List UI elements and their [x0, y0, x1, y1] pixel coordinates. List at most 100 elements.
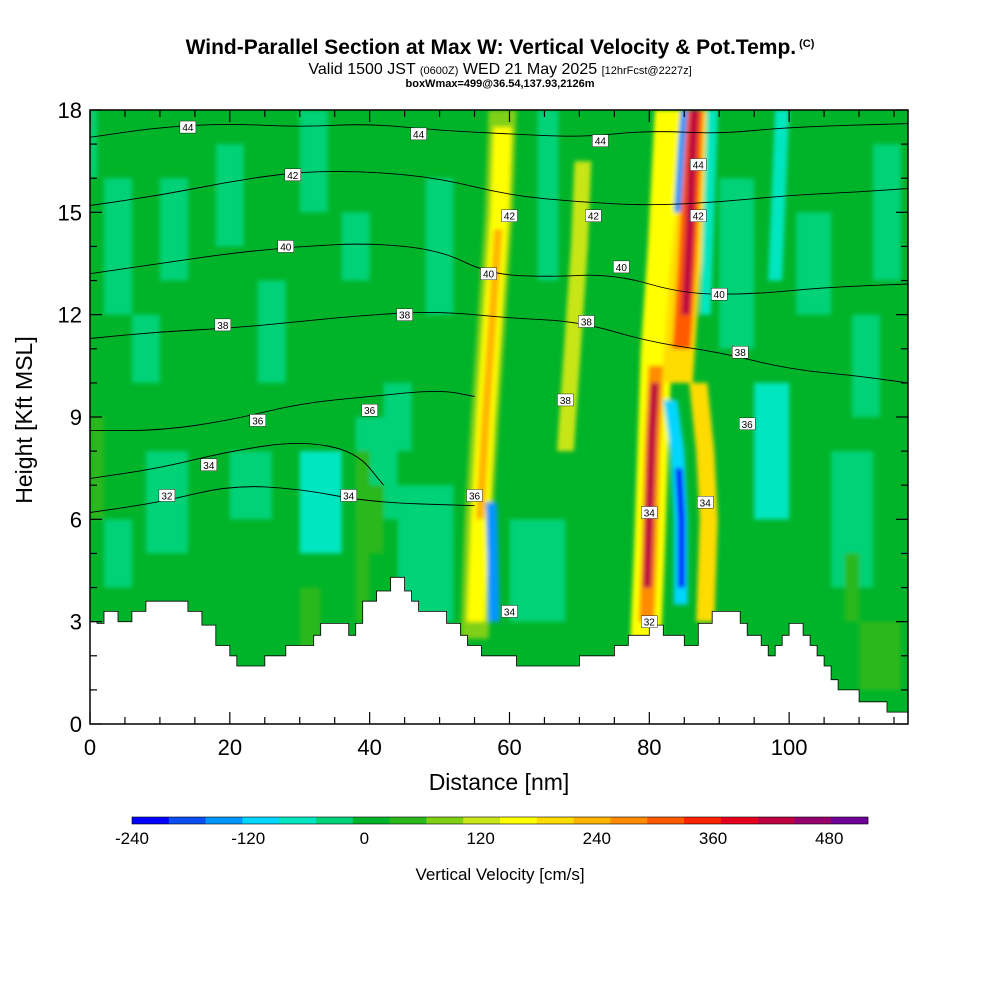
theta-label: 38: [581, 317, 593, 328]
velocity-plume: [673, 110, 688, 213]
velocity-plume: [557, 161, 592, 452]
theta-contour-line: [90, 443, 384, 486]
theta-contour-line: [90, 170, 908, 206]
theta-label-box: [410, 127, 427, 141]
colorbar-swatch: [794, 817, 832, 824]
theta-label: 32: [161, 491, 173, 502]
velocity-patch: [852, 314, 881, 417]
velocity-patch: [355, 451, 370, 622]
velocity-plume: [643, 382, 660, 588]
colorbar: -240 -120 0 120 240 360 480: [115, 816, 869, 848]
velocity-patch: [257, 280, 286, 383]
theta-labels: 44 44 44 44 42 42 42 42 40 40 40 40 38 38 38 38 38 36 36 36…: [158, 120, 756, 629]
velocity-patch: [299, 451, 342, 554]
terrain-mask: [89, 576, 909, 725]
theta-label-box: [690, 158, 707, 171]
colorbar-swatch: [720, 817, 758, 824]
y-tick-label: 6: [70, 507, 82, 532]
theta-label-box: [641, 615, 658, 628]
theta-label: 42: [287, 171, 299, 182]
theta-label: 34: [203, 461, 215, 472]
colorbar-swatch: [647, 817, 685, 824]
colorbar-swatch: [205, 817, 243, 824]
theta-label-box: [249, 414, 266, 427]
velocity-patch: [845, 553, 860, 622]
theta-label: 40: [714, 290, 726, 301]
theta-label: 40: [280, 242, 292, 253]
theta-label: 42: [588, 212, 600, 223]
theta-label-box: [690, 209, 707, 222]
colorbar-swatch: [610, 817, 648, 824]
theta-label: 42: [693, 212, 705, 223]
theta-label-box: [361, 403, 378, 417]
colorbar-label: Vertical Velocity [cm/s]: [415, 865, 584, 884]
velocity-plume: [475, 229, 503, 520]
velocity-patch: [341, 212, 370, 281]
theta-label: 44: [413, 130, 425, 141]
velocity-patch: [796, 212, 832, 315]
x-axis: 0 20 40 60 80 100: [84, 110, 895, 760]
colorbar-swatch: [500, 817, 538, 824]
y-tick-label: 9: [70, 405, 82, 430]
y-tick-label: 3: [70, 610, 82, 635]
theta-label: 38: [217, 321, 229, 332]
velocity-patch: [103, 178, 132, 315]
colorbar-swatch: [389, 817, 427, 824]
theta-label: 36: [364, 406, 376, 417]
colorbar-swatch: [831, 817, 869, 824]
y-tick-label: 15: [58, 200, 82, 225]
valid-prefix: Valid 1500 JST: [308, 61, 416, 78]
valid-time-line: Valid 1500 JST (0600Z) WED 21 May 2025 […: [0, 61, 1000, 79]
theta-label-box: [179, 120, 197, 134]
theta-contour-line: [90, 311, 908, 384]
box-info: boxWmax=499@36.54,137.93,2126m: [405, 78, 595, 90]
colorbar-swatch: [757, 817, 795, 824]
theta-label: 34: [504, 607, 516, 618]
velocity-patch: [719, 178, 755, 349]
x-tick-label: 40: [357, 735, 381, 760]
theta-label-box: [158, 489, 176, 502]
forecast-info: [12hrFcst@2227z]: [601, 65, 692, 77]
theta-label: 38: [399, 311, 411, 322]
theta-label-box: [585, 209, 602, 222]
colorbar-swatch: [536, 817, 574, 824]
theta-label-box: [732, 345, 749, 359]
theta-label-box: [501, 209, 518, 222]
y-axis-label: Height [Kft MSL]: [11, 336, 37, 503]
theta-label-box: [340, 489, 357, 502]
theta-label-box: [214, 318, 232, 332]
theta-label-box: [200, 458, 218, 471]
theta-label-box: [557, 393, 574, 407]
colorbar-frame: [131, 816, 869, 825]
theta-label-box: [697, 496, 714, 509]
theta-label: 36: [742, 420, 754, 431]
theta-label-box: [738, 417, 756, 431]
y-tick-label: 0: [70, 712, 82, 737]
title-text: Wind-Parallel Section at Max W: Vertical…: [185, 36, 797, 59]
velocity-plume: [485, 502, 500, 622]
colorbar-tick-label: 0: [360, 829, 369, 848]
colorbar-swatch: [463, 817, 501, 824]
colorbar-swatch: [426, 817, 464, 824]
theta-label-box: [592, 134, 609, 147]
theta-label: 38: [735, 348, 747, 359]
colorbar-swatch: [352, 817, 390, 824]
theta-label: 38: [560, 396, 572, 407]
theta-label: 40: [483, 270, 495, 281]
velocity-patch: [859, 621, 902, 690]
velocity-patch: [509, 519, 566, 622]
velocity-patch: [215, 144, 244, 247]
theta-label: 36: [252, 416, 264, 427]
theta-label-box: [641, 506, 658, 519]
colorbar-tick-label: -240: [115, 829, 149, 848]
velocity-plume: [699, 110, 718, 315]
chart-title: Wind-Parallel Section at Max W: Vertical…: [0, 36, 1000, 60]
velocity-patch: [425, 178, 454, 315]
velocity-patch: [131, 314, 160, 383]
velocity-patch: [299, 110, 328, 213]
colorbar-tick-label: 240: [583, 829, 611, 848]
velocity-patch: [90, 417, 104, 520]
colorbar-tick-label: 480: [815, 829, 843, 848]
colorbar-swatch: [242, 817, 280, 824]
